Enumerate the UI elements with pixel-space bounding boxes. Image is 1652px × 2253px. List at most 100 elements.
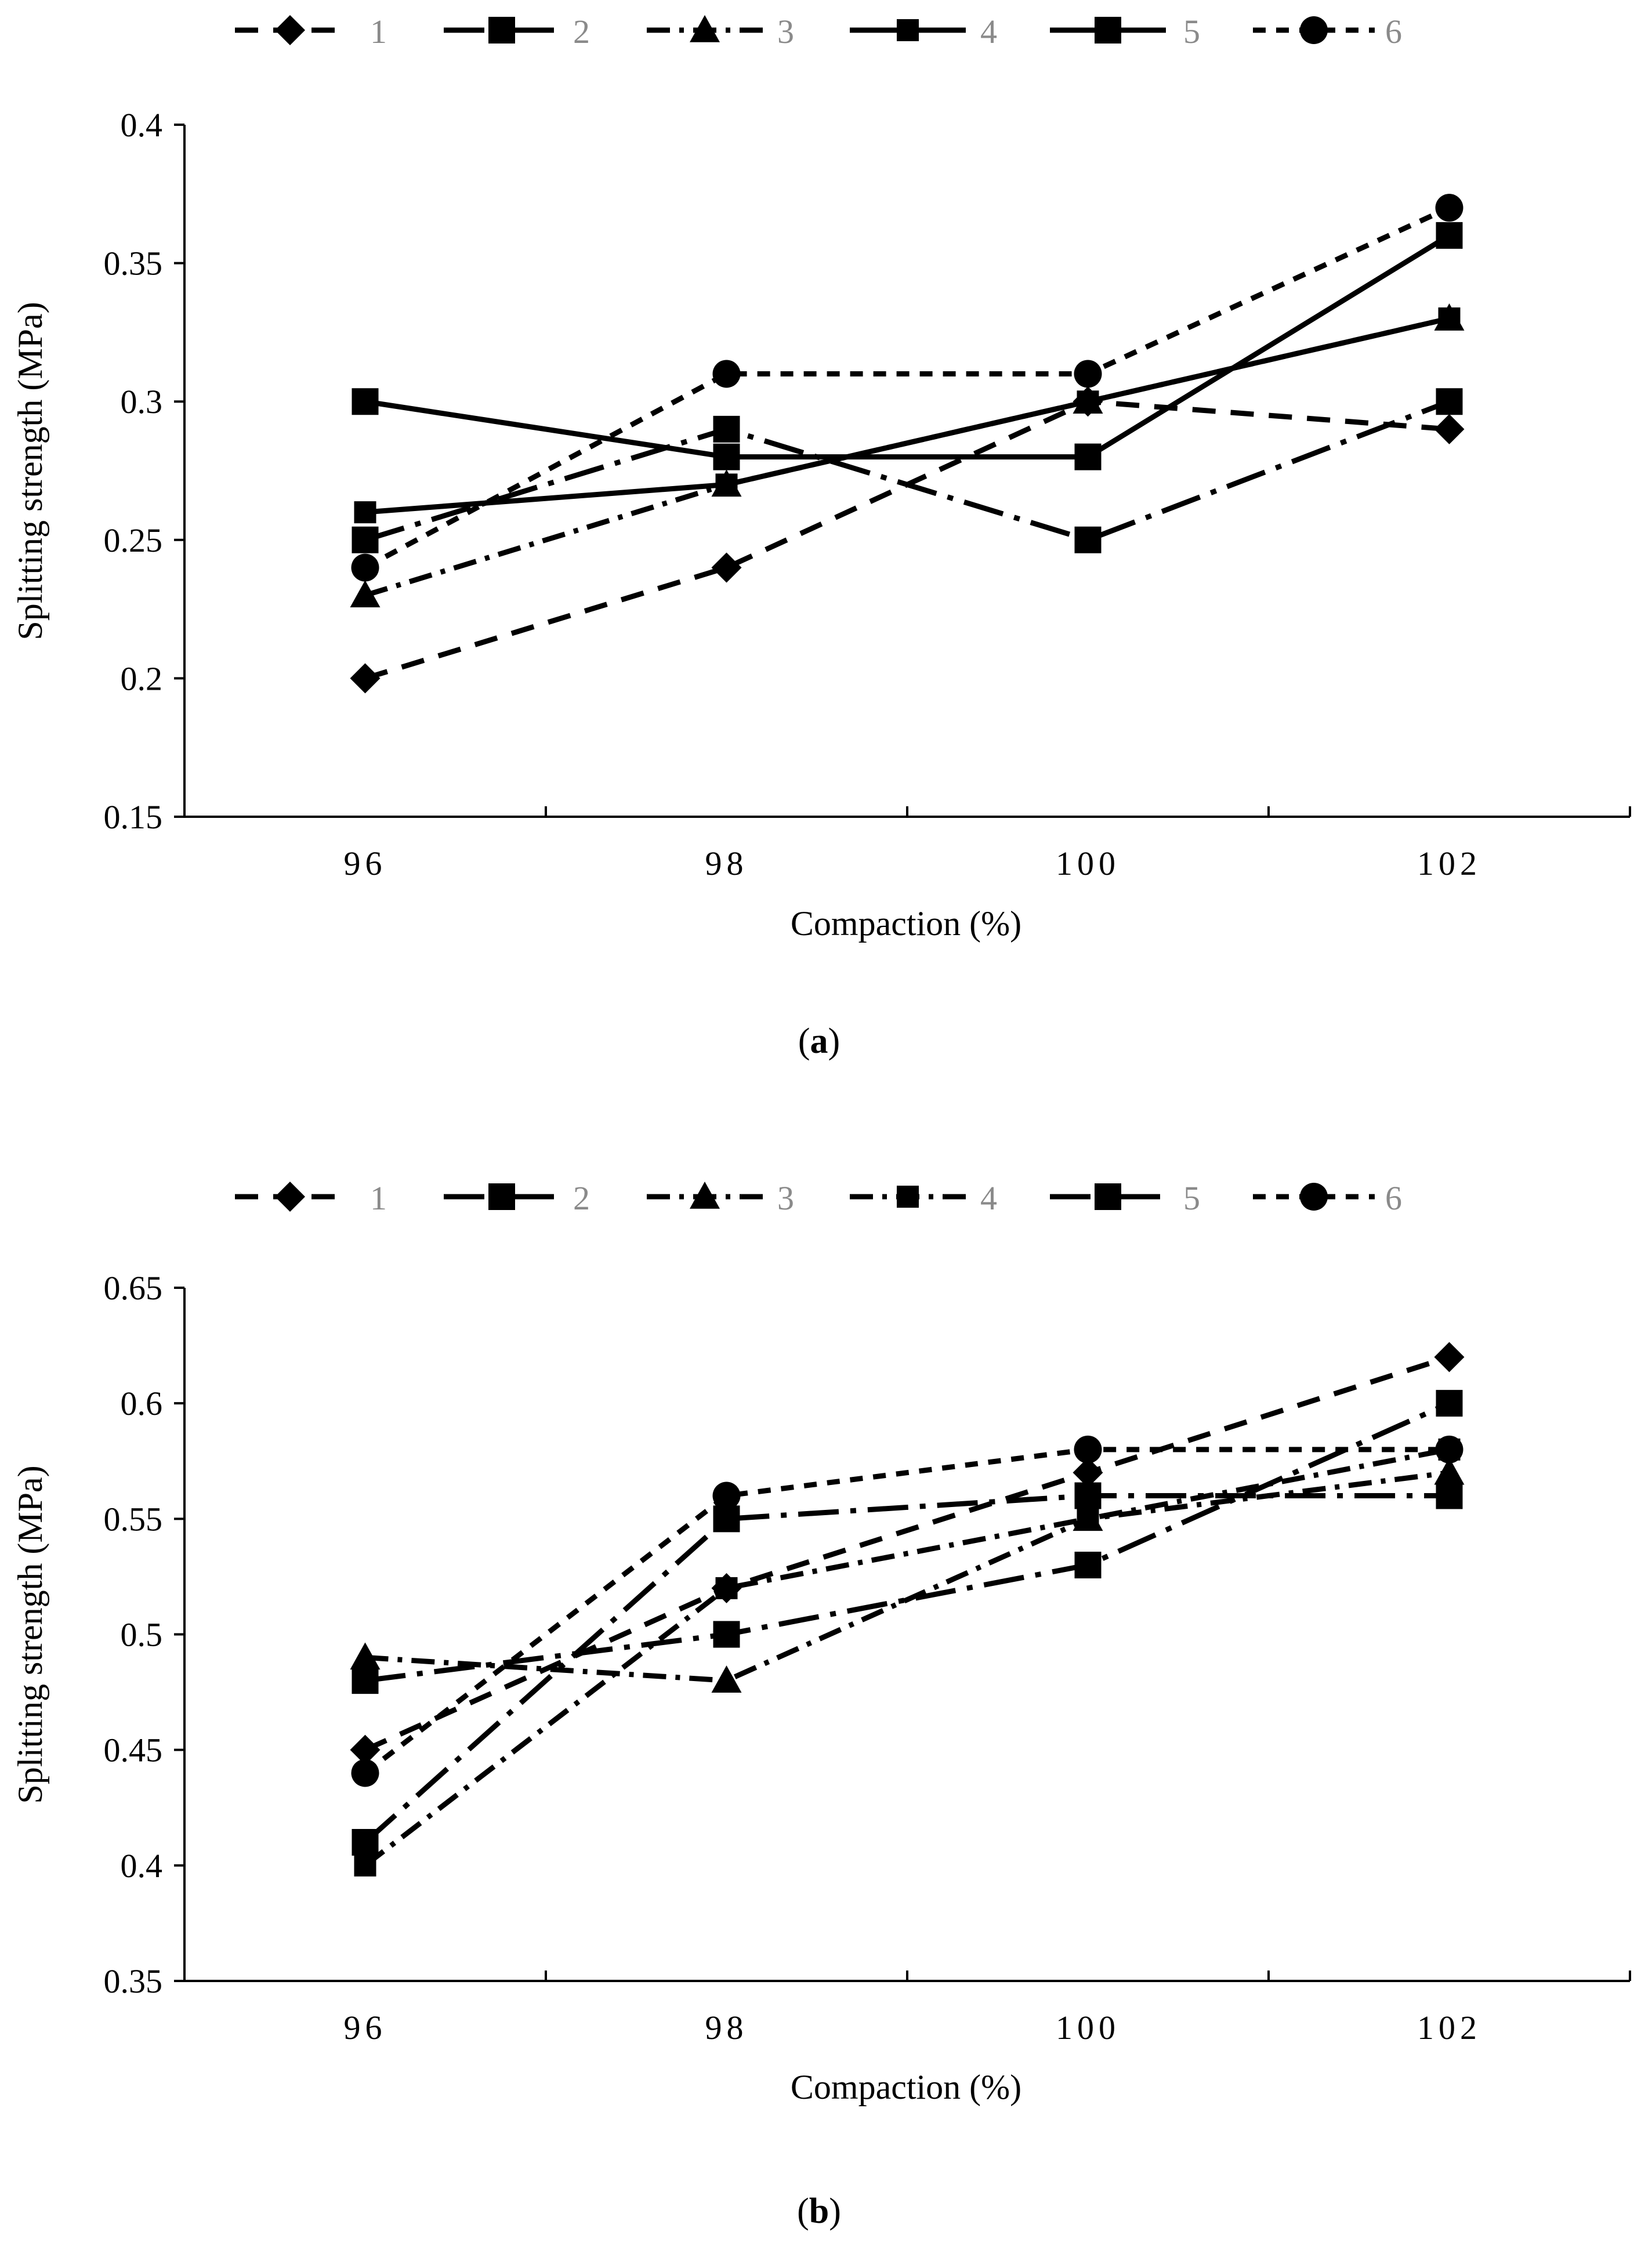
legend-label-b-6: 6 — [1385, 1179, 1402, 1217]
y-tick-label-b-0: 0.35 — [104, 1962, 163, 2000]
marker-a-6-0 — [351, 553, 379, 582]
x-axis-title-a: Compaction (%) — [791, 904, 1021, 943]
marker-b-3-1 — [711, 1665, 742, 1693]
series-markers-b-2 — [352, 1482, 1463, 1856]
legend-entry-a-6: 6 — [1253, 13, 1402, 50]
marker-a-5-0 — [352, 388, 379, 415]
legend-label-b-5: 5 — [1183, 1179, 1200, 1217]
legend-label-b-3: 3 — [777, 1179, 794, 1217]
legend-label-a-2: 2 — [573, 13, 590, 50]
legend-marker-a-3 — [690, 15, 720, 42]
legend-label-a-1: 1 — [370, 13, 387, 50]
marker-a-2-0 — [352, 526, 379, 553]
marker-b-4-2 — [1077, 1508, 1099, 1530]
marker-b-1-3 — [1434, 1342, 1465, 1372]
marker-b-1-0 — [350, 1734, 381, 1765]
marker-b-3-3 — [1434, 1457, 1465, 1485]
plot-area-b — [350, 1342, 1465, 1877]
panel-label-a: (a) — [798, 1022, 840, 1061]
marker-a-4-0 — [354, 501, 376, 524]
y-tick-label-a-3: 0.3 — [121, 383, 163, 421]
y-tick-labels-a: 0.15 0.2 0.25 0.3 0.35 0.4 — [104, 106, 163, 836]
marker-a-5-3 — [1436, 222, 1463, 249]
marker-b-2-0 — [352, 1829, 379, 1856]
legend-marker-b-5 — [1095, 1183, 1121, 1210]
plot-area-a — [350, 194, 1465, 694]
marker-a-2-2 — [1074, 526, 1102, 553]
y-tick-label-b-6: 0.65 — [104, 1269, 163, 1307]
marker-b-6-1 — [712, 1482, 741, 1510]
axes-b: 0.35 0.4 0.45 0.5 0.55 0.6 0.65 96 98 10… — [11, 1269, 1631, 2106]
axes-a: 0.15 0.2 0.25 0.3 0.35 0.4 96 98 100 102… — [11, 106, 1631, 943]
y-tick-label-b-5: 0.6 — [121, 1385, 163, 1422]
marker-a-1-1 — [711, 552, 742, 583]
y-tick-label-a-2: 0.25 — [104, 521, 163, 559]
marker-b-5-0 — [352, 1667, 379, 1694]
marker-b-5-3 — [1436, 1390, 1463, 1417]
marker-a-6-3 — [1435, 194, 1463, 222]
marker-b-6-0 — [351, 1759, 379, 1787]
legend-entry-a-1: 1 — [235, 13, 387, 50]
legend-label-a-3: 3 — [777, 13, 794, 50]
legend-entry-b-1: 1 — [235, 1179, 387, 1217]
y-tick-label-a-4: 0.35 — [104, 245, 163, 282]
series-line-a-6 — [364, 205, 1451, 570]
series-line-b-3 — [365, 1470, 1450, 1683]
legend-marker-b-4 — [897, 1186, 919, 1208]
series-line-a-2 — [364, 399, 1451, 543]
marker-b-4-0 — [354, 1854, 376, 1877]
legend-a: 1 2 3 4 5 — [235, 13, 1402, 50]
marker-a-4-3 — [1438, 307, 1461, 330]
series-line-b-5 — [364, 1401, 1451, 1683]
legend-entry-b-2: 2 — [444, 1179, 590, 1217]
y-tick-label-a-0: 0.15 — [104, 798, 163, 836]
x-tick-label-a-3: 102 — [1417, 845, 1481, 882]
series-markers-b-6 — [351, 1435, 1463, 1787]
marker-b-5-2 — [1074, 1552, 1102, 1578]
legend-marker-a-4 — [897, 19, 919, 41]
chart-panel-b: 1 2 3 4 5 — [11, 1179, 1631, 2231]
y-axis-title-b: Splitting strength (MPa) — [11, 1465, 49, 1803]
x-tick-label-a-1: 98 — [705, 845, 748, 882]
panel-label-b: (b) — [797, 2192, 841, 2231]
legend-b: 1 2 3 4 5 — [235, 1179, 1402, 1217]
legend-marker-a-1 — [275, 15, 305, 45]
series-line-b-1 — [364, 1354, 1450, 1752]
legend-entry-a-5: 5 — [1050, 13, 1200, 50]
legend-label-b-1: 1 — [370, 1179, 387, 1217]
marker-b-2-2 — [1074, 1482, 1102, 1509]
marker-a-2-3 — [1436, 388, 1463, 415]
marker-a-4-2 — [1077, 390, 1099, 413]
legend-label-a-6: 6 — [1385, 13, 1402, 50]
legend-label-b-4: 4 — [980, 1179, 997, 1217]
legend-entry-b-5: 5 — [1050, 1179, 1200, 1217]
series-markers-a-4 — [354, 307, 1461, 524]
series-line-b-6 — [363, 1447, 1450, 1776]
series-markers-a-5 — [352, 222, 1463, 470]
series-markers-a-1 — [350, 386, 1465, 694]
marker-b-6-2 — [1074, 1435, 1102, 1464]
series-line-a-4 — [365, 316, 1450, 515]
marker-b-2-1 — [713, 1505, 740, 1533]
legend-entry-b-6: 6 — [1253, 1179, 1402, 1217]
x-tick-labels-b: 96 98 100 102 — [344, 2009, 1477, 2046]
legend-marker-a-2 — [488, 17, 515, 44]
x-ticks-b — [183, 1971, 1631, 1981]
y-ticks-a — [174, 124, 184, 818]
x-tick-label-a-2: 100 — [1056, 845, 1120, 882]
legend-label-b-2: 2 — [573, 1179, 590, 1217]
x-ticks-a — [183, 806, 1631, 817]
legend-label-a-4: 4 — [980, 13, 997, 50]
marker-b-3-0 — [350, 1642, 381, 1670]
marker-a-1-0 — [350, 663, 381, 694]
series-markers-b-5 — [352, 1390, 1463, 1694]
legend-entry-a-3: 3 — [647, 13, 794, 50]
x-tick-label-b-1: 98 — [705, 2009, 748, 2046]
marker-a-5-1 — [713, 443, 740, 470]
marker-a-5-2 — [1074, 443, 1102, 470]
y-tick-labels-b: 0.35 0.4 0.45 0.5 0.55 0.6 0.65 — [104, 1269, 163, 2000]
marker-b-2-3 — [1436, 1482, 1463, 1509]
y-tick-label-a-1: 0.2 — [121, 660, 163, 697]
series-markers-a-2 — [352, 388, 1463, 553]
